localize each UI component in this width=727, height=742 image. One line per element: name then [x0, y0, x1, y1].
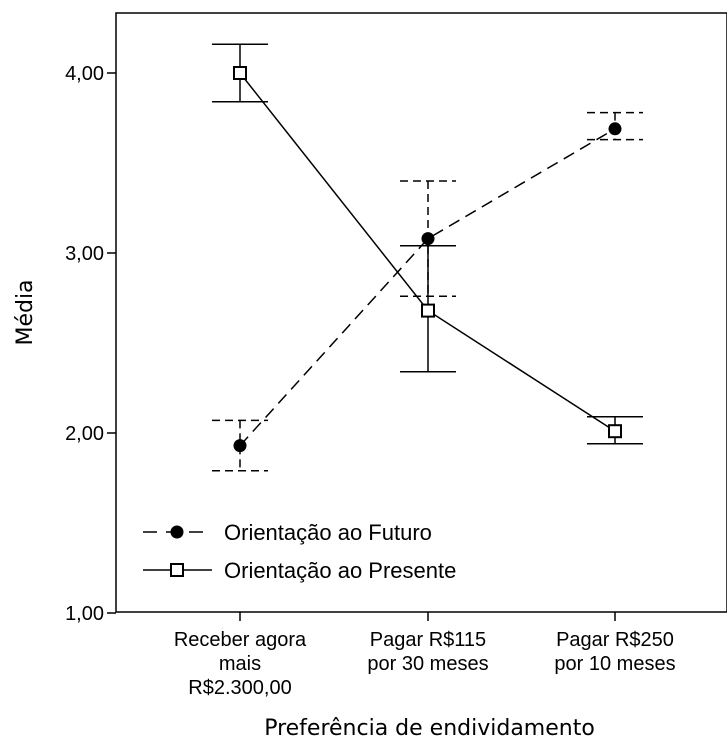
x-tick-label: Pagar R$250 — [556, 629, 674, 651]
legend-label: Orientação ao Presente — [224, 558, 456, 583]
data-point — [233, 439, 247, 453]
x-tick-label: por 10 meses — [554, 653, 675, 675]
legend-marker — [170, 563, 184, 577]
data-point — [421, 303, 435, 318]
y-tick-label: 3,00 — [65, 243, 104, 265]
legend-marker — [170, 525, 184, 539]
data-point — [608, 424, 622, 439]
data-point — [233, 66, 247, 80]
series-line — [239, 128, 616, 447]
y-tick-label: 4,00 — [65, 63, 104, 85]
legend-item: Orientação ao Presente — [143, 558, 456, 583]
x-tick-label: mais — [219, 653, 261, 675]
plot-border — [115, 12, 727, 613]
legend: Orientação ao Futuro Orientação ao Presen… — [143, 520, 456, 583]
plot-frame — [115, 12, 727, 613]
series-layer — [212, 43, 643, 472]
x-tick-label: Receber agora — [174, 629, 307, 651]
data-point — [421, 232, 435, 246]
y-tick-label: 1,00 — [65, 603, 104, 625]
y-axis-title: Média — [13, 279, 38, 345]
y-axis: 1,00 2,00 3,00 4,00 — [65, 63, 116, 625]
data-point — [608, 122, 622, 136]
legend-label: Orientação ao Futuro — [224, 520, 432, 545]
x-tick-label: Pagar R$115 — [370, 629, 486, 651]
legend-item: Orientação ao Futuro — [143, 520, 432, 545]
series-markers — [233, 66, 622, 439]
x-axis-title: Preferência de endividamento — [264, 716, 595, 741]
x-tick-label: por 30 meses — [367, 653, 488, 675]
y-tick-label: 2,00 — [65, 423, 104, 445]
x-tick-label: R$2.300,00 — [188, 677, 291, 699]
series-markers — [233, 122, 622, 453]
